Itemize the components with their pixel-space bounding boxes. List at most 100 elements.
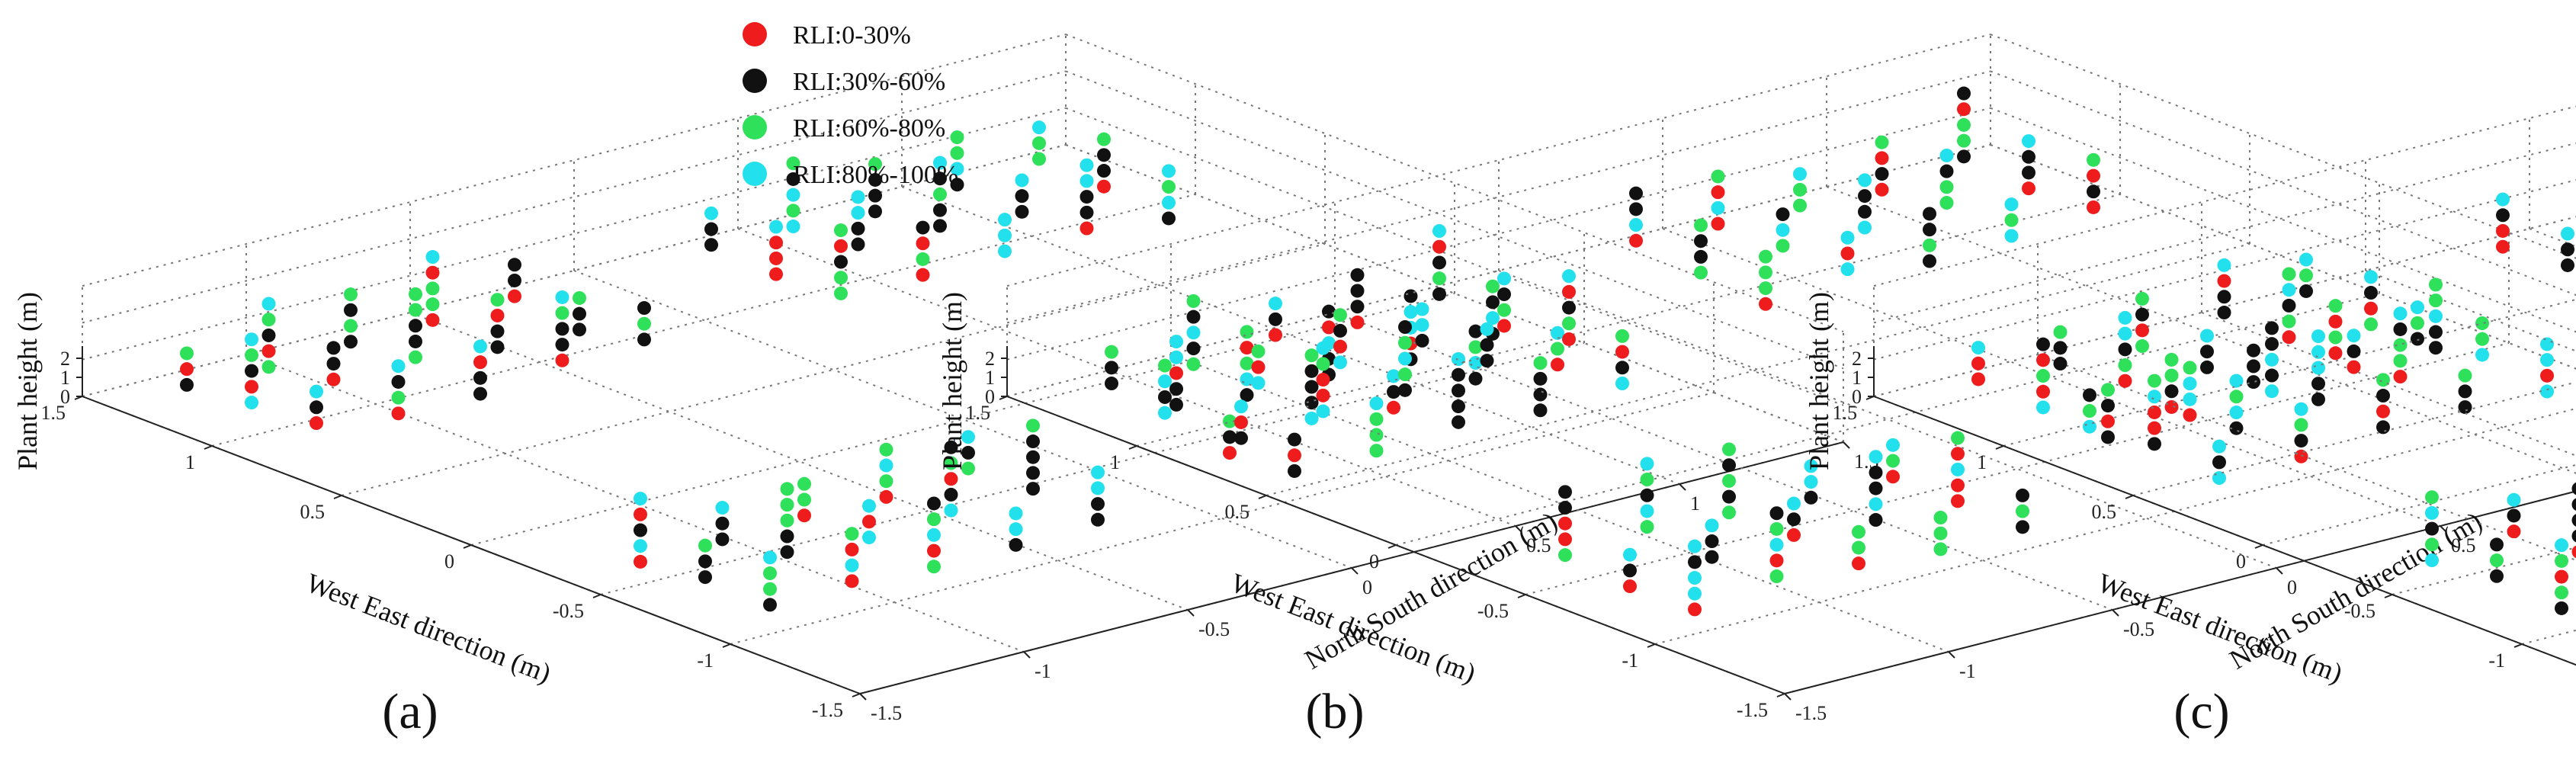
data-point xyxy=(786,220,800,234)
data-point xyxy=(2183,408,2197,422)
x-tick-mark xyxy=(463,544,472,549)
data-point xyxy=(490,324,505,338)
data-point xyxy=(573,306,586,321)
data-point xyxy=(261,344,276,358)
data-point xyxy=(1333,339,1347,354)
data-point xyxy=(1223,446,1237,460)
data-point xyxy=(944,487,958,502)
data-point xyxy=(1615,361,1629,375)
data-point xyxy=(916,236,930,251)
legend-label: RLI:0-30% xyxy=(793,21,911,50)
z-tick-label: 0 xyxy=(1852,386,1862,408)
x-axis-title: West East direction (m) xyxy=(302,567,555,688)
data-point xyxy=(862,499,876,513)
data-point xyxy=(473,386,487,401)
data-point xyxy=(1533,387,1548,402)
data-point xyxy=(1694,234,1708,249)
x-tick-mark xyxy=(1647,643,1656,648)
floor-grid-line xyxy=(1395,293,2380,546)
y-tick-label: 0.5 xyxy=(2451,534,2476,556)
data-point xyxy=(916,268,930,282)
data-point xyxy=(2364,286,2378,300)
z-tick-label: 2 xyxy=(60,348,70,370)
data-point xyxy=(1251,376,1266,390)
data-point xyxy=(1468,371,1483,386)
data-point xyxy=(2294,434,2308,448)
data-point xyxy=(1793,198,1807,213)
data-point xyxy=(1316,388,1330,402)
data-point xyxy=(2183,392,2197,406)
wall-grid-line xyxy=(1990,34,2576,259)
floor-grid-line xyxy=(1826,186,2576,474)
data-point xyxy=(1886,454,1900,468)
wall-grid-line xyxy=(82,107,1067,361)
data-point xyxy=(1615,329,1629,343)
data-point xyxy=(2294,402,2308,416)
data-point xyxy=(1480,338,1494,352)
data-point xyxy=(1387,400,1400,415)
z-tick-label: 0 xyxy=(60,386,70,408)
data-point xyxy=(769,236,783,250)
data-point xyxy=(2217,274,2231,288)
x-tick-label: 0.5 xyxy=(1225,501,1250,523)
data-point xyxy=(2229,374,2244,388)
data-point xyxy=(555,338,569,352)
data-point xyxy=(834,286,848,300)
data-point xyxy=(1759,297,1772,311)
x-tick-label: 1.5 xyxy=(1833,402,1858,424)
data-point xyxy=(245,396,258,410)
data-point xyxy=(2555,553,2568,568)
data-point xyxy=(1623,563,1637,578)
data-point xyxy=(2561,258,2574,272)
data-point xyxy=(1629,186,1643,200)
data-point xyxy=(1240,325,1254,339)
data-point xyxy=(2087,200,2100,214)
data-point xyxy=(2458,384,2472,399)
data-point xyxy=(1551,358,1564,372)
data-point xyxy=(1452,352,1465,367)
data-point xyxy=(1269,297,1282,311)
floor-grid-line xyxy=(737,228,1516,527)
data-point xyxy=(2212,455,2226,470)
data-point xyxy=(845,527,859,541)
data-point xyxy=(851,221,865,236)
floor-grid-line xyxy=(211,194,1196,447)
data-point xyxy=(1640,473,1654,487)
panel-b: 1.510.50-0.5-1-1.5-1.5-1-0.500.511.5012P… xyxy=(937,34,2576,739)
data-point xyxy=(2496,223,2510,238)
data-point xyxy=(1852,524,1865,539)
z-tick-label: 0 xyxy=(985,386,995,408)
data-point xyxy=(2004,229,2019,243)
data-point xyxy=(862,531,876,545)
data-point xyxy=(2217,290,2231,304)
data-point xyxy=(1705,534,1719,549)
data-point xyxy=(2571,514,2576,527)
data-point xyxy=(2118,374,2132,388)
data-point xyxy=(1369,444,1384,458)
data-point xyxy=(2490,553,2504,568)
data-point xyxy=(1079,190,1094,204)
floor-grid-line xyxy=(600,342,1585,595)
data-point xyxy=(1158,358,1172,373)
data-point xyxy=(2364,301,2378,316)
data-point xyxy=(2571,482,2576,495)
z-axis-title: Plant height (m) xyxy=(12,292,43,470)
data-point xyxy=(1852,556,1865,571)
data-point xyxy=(2164,352,2179,367)
data-point xyxy=(786,188,800,202)
data-point xyxy=(1015,189,1029,204)
x-tick-label: 1 xyxy=(185,451,195,473)
data-point xyxy=(2411,316,2424,330)
data-point xyxy=(2294,449,2308,463)
data-point xyxy=(1804,490,1818,505)
data-point xyxy=(261,360,276,374)
data-point xyxy=(1009,522,1023,537)
data-point xyxy=(1079,205,1094,220)
data-point xyxy=(1486,279,1500,293)
data-point xyxy=(1497,319,1511,333)
data-point xyxy=(786,172,800,186)
data-point xyxy=(1097,148,1111,162)
y-tick-mark xyxy=(2112,609,2119,617)
data-point xyxy=(2036,369,2050,383)
data-point xyxy=(1858,173,1872,188)
